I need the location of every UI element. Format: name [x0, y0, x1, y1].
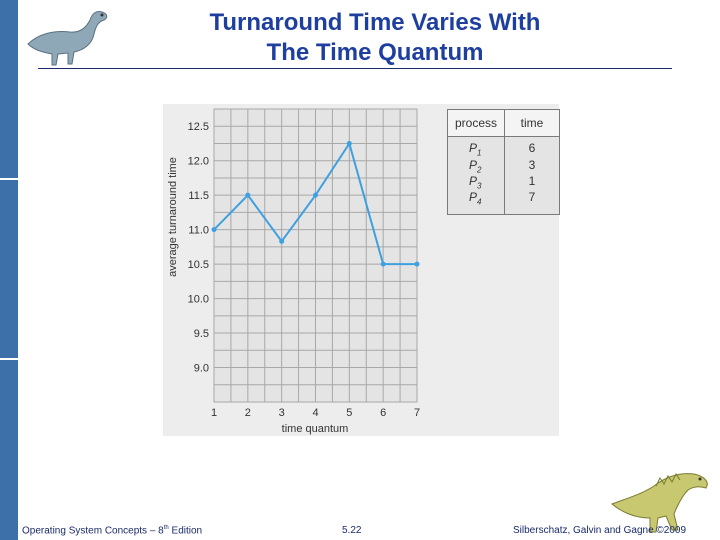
process-name: P4	[469, 190, 482, 207]
x-tick-label: 6	[380, 407, 386, 419]
data-point	[279, 238, 285, 244]
y-axis-label: average turnaround time	[167, 157, 179, 277]
data-point	[211, 227, 217, 233]
table-row: P4 7	[448, 190, 559, 207]
y-tick-label: 9.0	[194, 363, 209, 375]
process-time: 7	[528, 190, 536, 204]
x-tick-label: 2	[245, 407, 251, 419]
dinosaur-logo-icon	[27, 11, 108, 66]
header-time: time	[520, 116, 544, 130]
process-time: 3	[528, 158, 536, 172]
x-tick-label: 7	[414, 407, 420, 419]
table-header: process time	[448, 110, 559, 137]
x-tick-label: 1	[211, 407, 217, 419]
header-process: process	[454, 116, 498, 130]
footer-course-title: Operating System Concepts – 8th Edition	[22, 524, 203, 536]
process-name: P1	[469, 141, 482, 158]
process-name: P2	[469, 158, 482, 175]
footer-page-number: 5.22	[342, 525, 362, 536]
process-burst-table: process time P1 6 P2 3 P3 1 P4 7	[447, 109, 560, 215]
y-tick-label: 12.5	[188, 121, 209, 133]
table-row: P3 1	[448, 174, 559, 191]
process-time: 1	[528, 174, 536, 188]
x-axis-label: time quantum	[282, 423, 349, 435]
y-tick-label: 10.0	[188, 294, 209, 306]
data-point	[414, 261, 420, 267]
table-column-divider	[504, 110, 505, 214]
y-tick-label: 12.0	[188, 156, 209, 168]
title-underline	[38, 68, 672, 69]
turnaround-line-chart: 9.0 9.5 10.0 10.5 11.0 11.5 12.0 12.5 1 2 3 4 5 6 7 a…	[167, 108, 420, 435]
data-point	[346, 140, 352, 146]
y-tick-label: 11.0	[188, 225, 209, 237]
side-bar-divider	[0, 178, 18, 180]
y-tick-label: 11.5	[188, 190, 209, 202]
data-point	[380, 261, 386, 267]
table-row: P1 6	[448, 141, 559, 158]
table-row: P2 3	[448, 158, 559, 175]
x-tick-label: 3	[279, 407, 285, 419]
x-tick-label: 5	[346, 407, 352, 419]
y-tick-label: 9.5	[194, 328, 209, 340]
dinosaur-logo-icon	[611, 473, 708, 533]
process-name: P3	[469, 174, 482, 191]
data-point	[245, 192, 251, 198]
title-line-1: Turnaround Time Varies With	[209, 9, 541, 36]
side-accent-bar	[0, 0, 18, 540]
side-bar-divider	[0, 358, 18, 360]
data-point	[313, 192, 318, 198]
footer-copyright: Silberschatz, Galvin and Gagne ©2009	[513, 525, 687, 536]
slide-title: Turnaround Time Varies With The Time Qua…	[140, 8, 610, 68]
process-time: 6	[528, 141, 536, 155]
title-line-2: The Time Quantum	[266, 39, 484, 66]
x-tick-label: 4	[312, 407, 318, 419]
y-tick-label: 10.5	[188, 259, 209, 271]
